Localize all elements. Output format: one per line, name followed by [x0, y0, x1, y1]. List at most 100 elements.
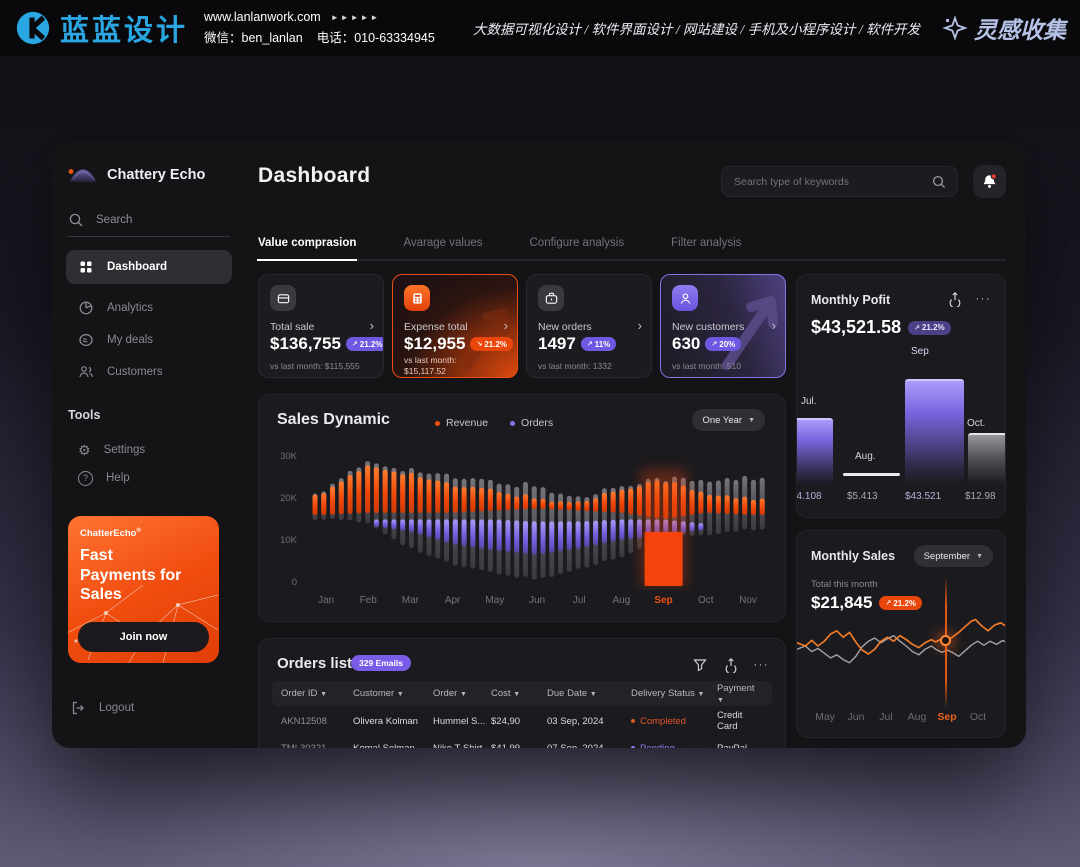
sidebar-search-input[interactable] [94, 213, 204, 227]
app-logo-icon [68, 169, 97, 182]
col-order[interactable]: Order ▼ [433, 688, 467, 699]
stat-compare: vs last month: 1332 [538, 361, 612, 371]
stat-value-row: $12,955 ↘ 21.2% [404, 334, 514, 354]
x-tick-label: Oct [969, 711, 987, 723]
col-customer[interactable]: Customer ▼ [353, 688, 404, 699]
logout-button[interactable]: Logout [70, 700, 134, 716]
chevron-right-icon[interactable]: › [369, 318, 374, 333]
trend-badge: ↗ 20% [705, 337, 742, 351]
banner-phone: 电话：010-63334945 [316, 31, 435, 45]
more-options-icon[interactable]: ··· [753, 659, 769, 671]
sales-dynamic-bar [531, 498, 537, 510]
promo-card[interactable]: ChatterEcho® Fast Payments for Sales Joi… [68, 516, 219, 663]
table-row[interactable]: TML30321 Kemal Selman Nike T-Shirt $41,9… [272, 736, 772, 748]
sidebar-item-settings[interactable]: ⚙ Settings [66, 434, 232, 466]
sales-dynamic-bar [698, 491, 704, 514]
monthly-profit-card: Monthly Pofit ··· $43,521.58 ↗ 21.2% Jul.… [796, 274, 1006, 518]
chevron-right-icon[interactable]: › [771, 318, 776, 333]
briefcase-icon [538, 285, 564, 311]
legend-dot-orders [510, 421, 516, 426]
status-badge: Completed [631, 716, 717, 727]
col-cost[interactable]: Cost ▼ [491, 688, 521, 699]
stat-card-new-customers[interactable]: New customers › 630 ↗ 20% vs last month: … [660, 274, 786, 378]
sidebar-item-analytics[interactable]: Analytics [66, 292, 232, 324]
range-selector[interactable]: One Year ▼ [692, 409, 765, 431]
tab-value-comprasion[interactable]: Value comprasion [256, 234, 358, 261]
sales-dynamic-bar [365, 465, 371, 514]
monthly-sales-value-row: $21,845 ↗ 21.2% [811, 593, 923, 613]
orders-title: Orders list [277, 655, 353, 672]
x-tick-label: Jun [847, 711, 865, 723]
x-axis-labels: May Jun Jul Aug Sep Oct [797, 711, 1005, 725]
chevron-right-icon[interactable]: › [503, 318, 508, 333]
col-due-date[interactable]: Due Date ▼ [547, 688, 597, 699]
sales-dynamic-bar [435, 519, 441, 540]
sales-dynamic-bar [584, 500, 590, 512]
company-logo-icon [16, 11, 50, 45]
sales-dynamic-bar [321, 493, 327, 516]
stat-card-expense-total[interactable]: Expense total › $12,955 ↘ 21.2% vs last m… [392, 274, 518, 378]
sidebar-item-my-deals[interactable]: My deals [66, 324, 232, 356]
tab-avarage-values[interactable]: Avarage values [403, 237, 483, 249]
tab-configure-analysis[interactable]: Configure analysis [529, 237, 625, 249]
sales-dynamic-bar [408, 519, 414, 533]
sidebar-search[interactable] [68, 212, 230, 237]
stat-compare: vs last month: $115,555 [270, 361, 360, 371]
legend-revenue: Revenue [435, 417, 488, 429]
x-tick-label: Jun [528, 595, 546, 606]
sidebar: Chattery Echo Dashboard [52, 140, 258, 748]
sales-dynamic-bar [566, 521, 572, 550]
chevron-right-icon[interactable]: › [637, 318, 642, 333]
sales-dynamic-bar [750, 499, 756, 516]
app-name: Chattery Echo [107, 166, 206, 183]
app-logo[interactable]: Chattery Echo [68, 166, 205, 183]
sidebar-item-customers[interactable]: Customers [66, 356, 232, 388]
y-tick: 20K [280, 493, 297, 504]
sales-dynamic-bar [373, 467, 379, 514]
sales-dynamic-bar [558, 521, 564, 552]
join-now-button[interactable]: Join now [78, 622, 209, 652]
stat-card-total-sale[interactable]: Total sale › $136,755 ↗ 21.2% vs last mon… [258, 274, 384, 378]
sales-dynamic-bar [461, 487, 467, 513]
sales-dynamic-bar [707, 494, 713, 514]
profit-value-row: $43,521.58 ↗ 21.2% [811, 317, 951, 338]
sidebar-item-help[interactable]: ? Help [66, 462, 232, 494]
profit-bar-month: Jul. [801, 396, 817, 407]
table-row[interactable]: AKN12508 Olivera Kolman Hummel S... $24,… [281, 710, 743, 732]
sales-dynamic-bar [470, 519, 476, 548]
sales-dynamic-bar [522, 494, 528, 510]
x-tick-label: Aug [907, 711, 927, 723]
orders-list-card: Orders list 329 Emails ··· Order ID ▼ Cu… [258, 638, 786, 748]
col-payment[interactable]: Payment ▼ [717, 682, 755, 704]
stat-card-new-orders[interactable]: New orders › 1497 ↗ 11% vs last month: 13… [526, 274, 652, 378]
keyword-search-input[interactable] [732, 174, 923, 189]
tab-bar: Value comprasion Avarage values Configur… [256, 234, 1006, 261]
sales-dynamic-bar [724, 495, 730, 515]
sales-dynamic-bar [522, 520, 528, 554]
legend-orders: Orders [510, 417, 553, 429]
col-order-id[interactable]: Order ID ▼ [281, 688, 328, 699]
profit-bar-value: $5.413 [847, 491, 878, 502]
export-icon[interactable] [947, 291, 963, 307]
sales-dynamic-bar [628, 488, 634, 515]
sales-dynamic-bar [408, 472, 414, 514]
company-logo: 蓝蓝设计 [14, 7, 188, 49]
col-delivery-status[interactable]: Delivery Status ▼ [631, 688, 705, 699]
filter-icon[interactable] [692, 657, 708, 673]
banner-website: www.lanlanwork.com [204, 10, 321, 24]
export-icon[interactable] [723, 657, 739, 673]
month-selector[interactable]: September ▼ [913, 545, 993, 567]
users-icon [79, 366, 93, 378]
keyword-search[interactable] [721, 166, 958, 197]
orders-table-header: Order ID ▼ Customer ▼ Order ▼ Cost ▼ Due… [272, 681, 772, 706]
logout-label: Logout [99, 702, 135, 714]
sales-dynamic-bar [400, 474, 406, 514]
notifications-button[interactable] [973, 165, 1006, 198]
sidebar-item-dashboard[interactable]: Dashboard [66, 250, 232, 284]
promo-brand: ChatterEcho® [80, 528, 141, 540]
more-options-icon[interactable]: ··· [975, 293, 991, 305]
sales-dynamic-bar [479, 519, 485, 549]
tab-filter-analysis[interactable]: Filter analysis [671, 237, 742, 249]
monthly-sales-title: Monthly Sales [811, 549, 896, 563]
